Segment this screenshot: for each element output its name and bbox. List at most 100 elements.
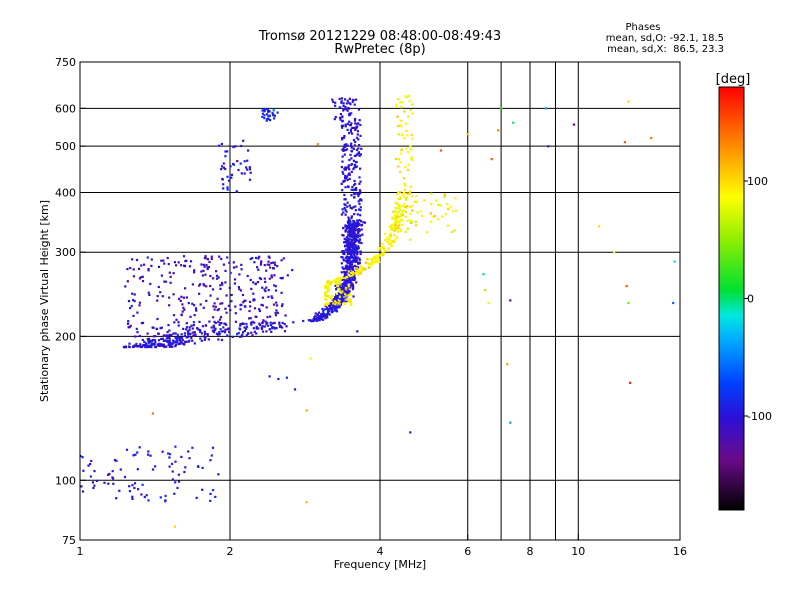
data-point <box>338 295 341 298</box>
data-point <box>356 192 359 195</box>
data-point <box>343 259 346 262</box>
data-point <box>397 226 400 230</box>
data-point <box>332 302 335 305</box>
data-point <box>131 292 134 295</box>
data-point <box>147 499 150 502</box>
chart-subtitle: RwPretec (8p) <box>334 42 425 57</box>
data-point <box>275 309 278 312</box>
data-point <box>177 473 180 476</box>
data-point <box>387 247 390 250</box>
data-point <box>331 281 334 284</box>
data-point <box>398 219 401 222</box>
data-point <box>221 283 224 286</box>
data-point <box>264 290 267 293</box>
data-point <box>343 193 346 197</box>
data-point <box>328 313 331 316</box>
data-point <box>251 320 254 323</box>
data-point <box>353 277 357 280</box>
data-point <box>395 157 398 161</box>
data-point <box>403 137 406 140</box>
data-point <box>133 482 137 485</box>
data-point <box>345 282 348 285</box>
data-point <box>380 246 383 249</box>
data-point <box>378 260 381 263</box>
data-point <box>127 300 131 303</box>
data-point <box>183 341 186 344</box>
data-point <box>341 160 344 163</box>
data-point <box>350 276 354 279</box>
data-point <box>143 263 146 266</box>
data-point <box>346 221 350 224</box>
data-point <box>268 110 271 113</box>
data-point <box>199 337 202 340</box>
data-point <box>350 251 353 254</box>
data-point <box>344 213 347 216</box>
data-point <box>270 274 273 277</box>
data-point <box>364 268 367 271</box>
data-point <box>155 327 159 331</box>
data-point <box>409 145 412 148</box>
data-point <box>627 100 630 103</box>
data-point <box>309 319 313 322</box>
data-point <box>208 260 211 264</box>
data-point <box>407 115 410 118</box>
data-point <box>250 287 253 290</box>
data-point <box>359 209 362 212</box>
data-point <box>160 344 163 347</box>
data-point <box>348 235 351 238</box>
data-point <box>213 320 216 323</box>
data-point <box>350 149 353 153</box>
data-point <box>267 289 270 292</box>
data-point <box>324 291 327 294</box>
data-point <box>416 211 419 214</box>
data-point <box>336 306 339 309</box>
data-point <box>272 113 275 116</box>
data-point <box>354 117 357 121</box>
data-point <box>358 257 361 260</box>
data-point <box>257 257 260 260</box>
data-point <box>400 152 403 155</box>
data-point <box>269 119 272 122</box>
data-point <box>281 277 284 280</box>
data-point <box>342 288 345 291</box>
data-point <box>348 256 351 259</box>
data-point <box>411 103 414 106</box>
data-point <box>429 212 432 215</box>
data-point <box>430 192 433 195</box>
data-point <box>395 227 398 230</box>
data-point <box>168 271 171 274</box>
data-point <box>334 307 337 310</box>
data-point <box>354 128 357 131</box>
data-point <box>394 214 397 217</box>
data-point <box>348 247 351 250</box>
data-point <box>261 286 264 289</box>
data-point <box>253 299 256 302</box>
data-point <box>328 287 331 290</box>
data-point <box>388 238 391 241</box>
data-point <box>248 166 251 169</box>
data-point <box>258 309 261 313</box>
data-point <box>132 275 135 278</box>
data-point <box>356 223 359 226</box>
data-point <box>348 177 351 180</box>
data-point <box>177 480 181 483</box>
data-point <box>213 308 216 311</box>
data-point <box>406 219 409 222</box>
data-point <box>452 210 455 213</box>
data-point <box>402 191 405 194</box>
data-point <box>205 299 208 302</box>
data-point <box>202 263 205 266</box>
data-point <box>397 230 400 233</box>
data-point <box>168 340 171 343</box>
data-point <box>597 225 601 228</box>
data-point <box>393 217 396 220</box>
data-point <box>314 312 317 315</box>
data-point <box>361 233 364 236</box>
data-point <box>149 282 152 285</box>
data-point <box>409 219 412 222</box>
data-point <box>136 311 139 314</box>
data-point <box>354 122 357 125</box>
data-point <box>355 228 358 231</box>
data-point <box>325 299 328 302</box>
data-point <box>334 116 337 119</box>
